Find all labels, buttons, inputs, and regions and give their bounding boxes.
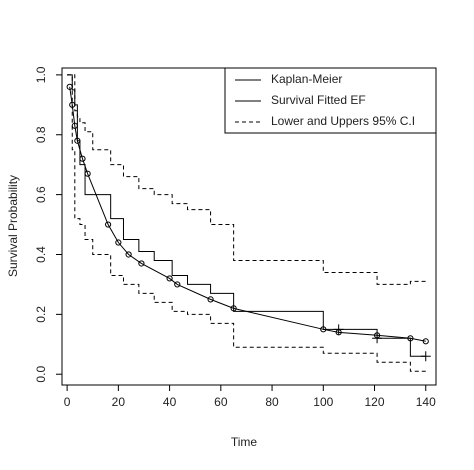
x-tick-label: 140	[416, 395, 436, 409]
x-tick-label: 40	[163, 395, 177, 409]
legend-label: Kaplan-Meier	[271, 72, 342, 86]
ci-lower-line	[67, 74, 426, 372]
x-tick-label: 80	[265, 395, 279, 409]
km-line	[67, 74, 426, 357]
fitted-point	[422, 338, 429, 345]
fitted-point	[79, 155, 86, 162]
x-tick-label: 20	[112, 395, 126, 409]
fitted-point	[373, 332, 381, 339]
fitted-point	[138, 260, 145, 267]
y-tick-label: 0.0	[34, 366, 48, 383]
fitted-point	[105, 221, 112, 228]
x-tick-label: 120	[365, 395, 385, 409]
ci-upper-line	[67, 74, 426, 285]
x-tick-label: 100	[313, 395, 333, 409]
y-tick-label: 0.4	[34, 246, 48, 263]
legend-label: Survival Fitted EF	[271, 93, 366, 107]
fitted-point	[84, 170, 91, 177]
y-tick-label: 1.0	[34, 66, 48, 83]
y-tick-label: 0.6	[34, 186, 48, 203]
fitted-point	[230, 305, 237, 312]
fitted-point	[125, 251, 132, 258]
fitted-point	[174, 281, 181, 288]
fitted-point	[166, 275, 173, 282]
x-tick-label: 60	[214, 395, 228, 409]
fitted-point	[207, 296, 214, 303]
y-axis-label: Survival Probability	[6, 175, 20, 277]
fitted-point	[74, 137, 81, 144]
fitted-point	[115, 239, 122, 246]
legend-label: Lower and Uppers 95% C.I	[271, 114, 415, 128]
fitted-point	[407, 335, 414, 342]
fitted-point	[320, 326, 327, 333]
y-tick-label: 0.8	[34, 126, 48, 143]
x-tick-label: 0	[64, 395, 71, 409]
fitted-point	[335, 329, 342, 336]
fitted-line	[69, 86, 426, 342]
censor-mark	[420, 351, 431, 362]
y-tick-label: 0.2	[34, 306, 48, 323]
x-axis-label: Time	[231, 435, 258, 449]
